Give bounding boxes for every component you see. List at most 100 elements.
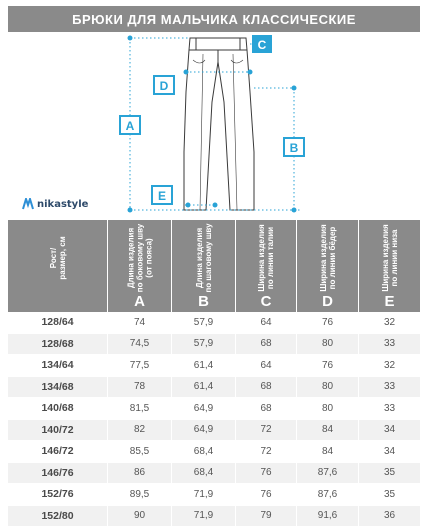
marker-b: B [283,137,305,157]
cell-b: 57,9 [172,312,236,333]
table-row: 134/64 77,5 61,4 64 76 32 [8,355,420,377]
size-table: Рост/ размер, см Длина изделия по боково… [8,220,420,527]
page-title: БРЮКИ ДЛЯ МАЛЬЧИКА КЛАССИЧЕСКИЕ [8,6,420,32]
col-header-b: Длина изделия по шаговому шву B [172,220,236,312]
cell-d: 84 [297,419,359,440]
col-header-c: Ширина изделия по линии талии C [236,220,297,312]
cell-d: 80 [297,333,359,354]
svg-text:D: D [160,79,169,93]
col-header-letter: B [198,293,209,310]
col-header-label: Длина изделия по шаговому шву [194,223,213,293]
table-row: 146/72 85,5 68,4 72 84 34 [8,441,420,463]
table-row: 128/64 74 57,9 64 76 32 [8,312,420,334]
cell-size: 140/68 [8,398,108,419]
cell-a: 74 [108,312,172,333]
cell-size: 128/68 [8,333,108,354]
col-header-label: Ширина изделия по линии талии [257,224,275,292]
col-header-e: Ширина изделия по линии низа E [359,220,420,312]
svg-text:C: C [258,38,267,52]
svg-text:B: B [290,141,299,155]
cell-e: 35 [359,462,420,483]
table-row: 140/72 82 64,9 72 84 34 [8,419,420,441]
cell-a: 81,5 [108,398,172,419]
cell-c: 76 [236,484,297,505]
cell-d: 87,6 [297,462,359,483]
cell-c: 72 [236,441,297,462]
brand-logo: nikastyle [22,198,88,210]
cell-e: 33 [359,376,420,397]
col-header-label: Рост/ размер, см [48,236,67,280]
cell-b: 57,9 [172,333,236,354]
cell-e: 36 [359,505,420,526]
cell-size: 134/64 [8,355,108,376]
table-row: 146/76 86 68,4 76 87,6 35 [8,462,420,484]
cell-c: 68 [236,376,297,397]
cell-c: 72 [236,419,297,440]
table-body: 128/64 74 57,9 64 76 32 128/68 74,5 57,9… [8,312,420,527]
cell-e: 33 [359,333,420,354]
cell-b: 64,9 [172,398,236,419]
cell-c: 68 [236,333,297,354]
cell-b: 61,4 [172,376,236,397]
col-header-letter: D [322,293,333,310]
cell-c: 64 [236,355,297,376]
cell-d: 76 [297,355,359,376]
cell-a: 85,5 [108,441,172,462]
cell-d: 80 [297,398,359,419]
table-row: 128/68 74,5 57,9 68 80 33 [8,333,420,355]
col-header-letter: C [260,293,272,310]
cell-size: 146/76 [8,462,108,483]
marker-c: C [252,35,272,53]
cell-d: 84 [297,441,359,462]
cell-size: 128/64 [8,312,108,333]
cell-size: 152/80 [8,505,108,526]
cell-a: 78 [108,376,172,397]
cell-size: 152/76 [8,484,108,505]
cell-a: 90 [108,505,172,526]
cell-e: 32 [359,312,420,333]
cell-d: 80 [297,376,359,397]
measure-guides [129,37,300,211]
cell-a: 77,5 [108,355,172,376]
cell-a: 86 [108,462,172,483]
brand-name: nikastyle [37,198,89,210]
table-row: 140/68 81,5 64,9 68 80 33 [8,398,420,420]
cell-d: 87,6 [297,484,359,505]
col-header-label: Ширина изделия по линии низа [380,224,399,292]
table-header: Рост/ размер, см Длина изделия по боково… [8,220,420,312]
marker-e: E [151,185,173,205]
cell-c: 79 [236,505,297,526]
cell-d: 91,6 [297,505,359,526]
cell-c: 76 [236,462,297,483]
svg-text:E: E [158,189,166,203]
cell-c: 64 [236,312,297,333]
trousers-outline [183,37,255,211]
cell-d: 76 [297,312,359,333]
col-header-size: Рост/ размер, см [8,220,108,312]
nikastyle-logo-icon [22,198,34,210]
table-row: 134/68 78 61,4 68 80 33 [8,376,420,398]
cell-a: 82 [108,419,172,440]
cell-b: 68,4 [172,462,236,483]
marker-d: D [153,75,175,95]
col-header-label: Длина изделия по боковому шву (от пояса) [126,223,153,293]
svg-text:A: A [126,119,135,133]
col-header-d: Ширина изделия по линии бёдер D [297,220,359,312]
cell-a: 89,5 [108,484,172,505]
measure-dots [127,35,297,213]
marker-a: A [119,115,141,135]
cell-e: 34 [359,419,420,440]
cell-e: 32 [359,355,420,376]
cell-size: 134/68 [8,376,108,397]
cell-e: 35 [359,484,420,505]
cell-size: 140/72 [8,419,108,440]
cell-e: 34 [359,441,420,462]
cell-b: 61,4 [172,355,236,376]
cell-b: 68,4 [172,441,236,462]
cell-b: 71,9 [172,505,236,526]
cell-a: 74,5 [108,333,172,354]
table-row: 152/76 89,5 71,9 76 87,6 35 [8,484,420,506]
col-header-label: Ширина изделия по линии бёдер [318,224,337,292]
cell-e: 33 [359,398,420,419]
cell-b: 64,9 [172,419,236,440]
